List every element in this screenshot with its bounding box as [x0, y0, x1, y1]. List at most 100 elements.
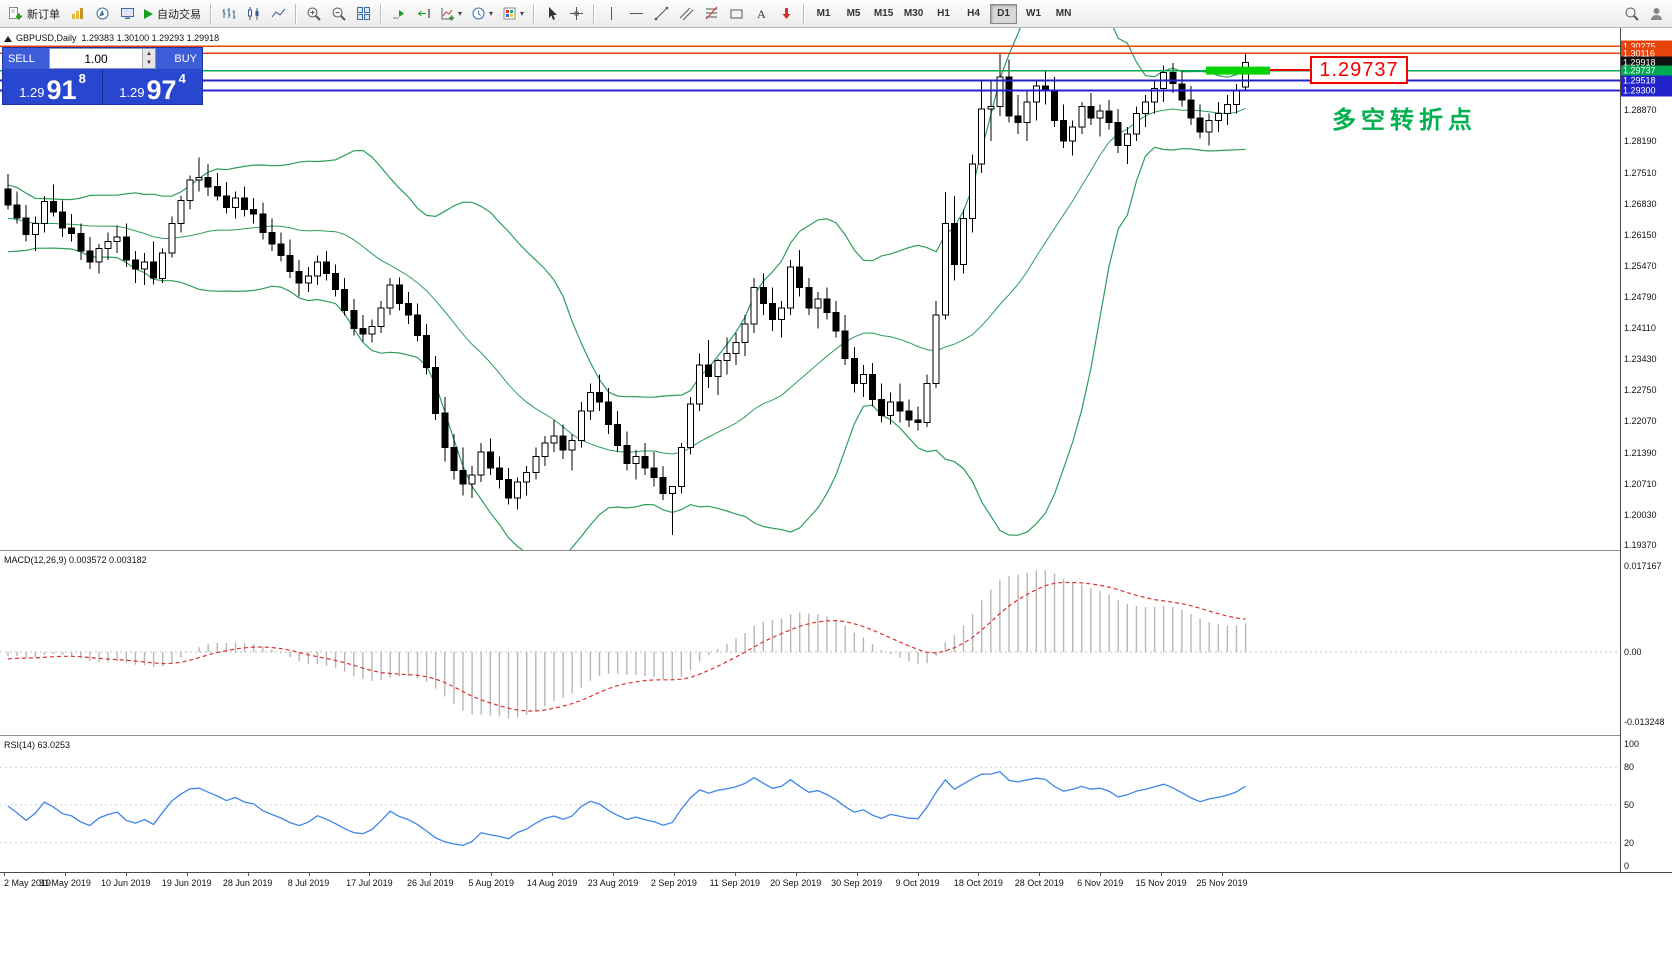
pane-splitter[interactable]	[0, 550, 1672, 551]
chart-shift-button[interactable]	[411, 2, 435, 25]
candle-body	[841, 330, 849, 359]
indicators-button[interactable]: ▾	[436, 2, 466, 25]
rsi-canvas[interactable]	[0, 736, 1620, 872]
bar-chart-button[interactable]	[216, 2, 240, 25]
auto-trading-button[interactable]: 自动交易	[140, 2, 205, 25]
candle-body	[541, 442, 549, 458]
candle-body	[1005, 76, 1013, 117]
horizontal-line-icon	[629, 13, 643, 14]
auto-scroll-button[interactable]	[386, 2, 410, 25]
periods-button[interactable]: ▾	[467, 2, 497, 25]
candle-body	[13, 204, 21, 219]
candle-body	[468, 474, 476, 485]
zoom-out-button[interactable]	[326, 2, 350, 25]
timeframe-m1-button[interactable]: M1	[810, 4, 837, 24]
candle-body	[1051, 90, 1058, 121]
candle-body	[932, 314, 940, 384]
candle-body	[832, 312, 840, 332]
buy-button[interactable]: BUY	[156, 48, 202, 69]
new-order-button[interactable]: 新订单	[4, 2, 64, 25]
annotation-text[interactable]: 多空转折点	[1332, 107, 1477, 134]
zoom-in-button[interactable]	[301, 2, 325, 25]
pane-splitter[interactable]	[0, 735, 1672, 736]
time-axis-tick	[125, 873, 127, 876]
timeframe-h1-button[interactable]: H1	[930, 4, 957, 24]
text-tool-button[interactable]: A	[749, 2, 773, 25]
sell-button[interactable]: SELL	[3, 48, 49, 69]
price-axis[interactable]: 1.28870 1.28190 1.27510 1.26830 1.26150 1.254…	[1620, 28, 1672, 872]
timeframe-w1-button[interactable]: W1	[1020, 4, 1047, 24]
cursor-button[interactable]	[539, 2, 563, 25]
candle-body	[486, 451, 494, 469]
volume-increase-button[interactable]: ▲	[143, 49, 155, 59]
candle-body	[577, 410, 585, 442]
volume-decrease-button[interactable]: ▼	[143, 58, 155, 68]
new-order-icon	[9, 7, 22, 20]
candle-body	[568, 440, 576, 451]
tile-windows-button[interactable]	[351, 2, 375, 25]
trendline-button[interactable]	[649, 2, 673, 25]
equidistant-channel-button[interactable]	[674, 2, 698, 25]
candle-body	[623, 444, 631, 465]
candle-body	[759, 286, 767, 304]
time-axis-label: 28 Oct 2019	[1014, 878, 1064, 888]
market-watch-button[interactable]	[65, 2, 89, 25]
candle-body	[1114, 122, 1122, 146]
buy-price-button[interactable]: 1.29 97 4	[103, 69, 202, 105]
candle-body	[22, 217, 30, 236]
timeframe-d1-button[interactable]: D1	[990, 3, 1018, 24]
candle-body	[286, 254, 294, 272]
time-axis-tick	[917, 873, 919, 876]
line-chart-button[interactable]	[266, 2, 290, 25]
arrows-tool-button[interactable]	[774, 2, 798, 25]
timeframe-m30-button[interactable]: M30	[900, 4, 927, 24]
candle-body	[31, 222, 39, 236]
time-axis-label: 23 Aug 2019	[587, 878, 639, 888]
price-tag: 1.30116	[1621, 47, 1672, 59]
terminal-button[interactable]	[115, 2, 139, 25]
candle-body	[859, 373, 867, 384]
candle-body	[359, 328, 367, 335]
fibonacci-button[interactable]	[699, 2, 723, 25]
price-axis-label: 1.20030	[1624, 509, 1657, 520]
horizontal-line-button[interactable]	[624, 2, 648, 25]
volume-input[interactable]: 1.00	[84, 51, 108, 66]
timeframe-mn-button[interactable]: MN	[1050, 4, 1077, 24]
crosshair-button[interactable]	[564, 2, 588, 25]
search-button[interactable]	[1619, 2, 1643, 25]
community-button[interactable]	[1644, 2, 1668, 25]
dropdown-caret-icon: ▾	[520, 9, 525, 18]
candle-body	[341, 289, 349, 311]
time-axis-label: 17 Jul 2019	[346, 878, 393, 888]
timeframe-h4-button[interactable]: H4	[960, 4, 987, 24]
templates-icon	[503, 7, 516, 20]
candlestick-chart-button[interactable]	[241, 2, 265, 25]
candle-body	[1069, 126, 1077, 142]
price-callout-label[interactable]: 1.29737	[1310, 56, 1408, 84]
vertical-line-button[interactable]	[599, 2, 623, 25]
price-chart-canvas[interactable]	[0, 28, 1620, 550]
one-click-panel-toggle[interactable]	[4, 36, 12, 42]
timeframe-m15-button[interactable]: M15	[870, 4, 897, 24]
sell-price-button[interactable]: 1.29 91 8	[3, 69, 102, 105]
price-axis-label: 1.27510	[1624, 167, 1657, 178]
price-axis-label: 1.28870	[1624, 105, 1657, 116]
shapes-button[interactable]	[724, 2, 748, 25]
price-axis-label: 1.26830	[1624, 198, 1657, 209]
auto-scroll-icon	[392, 10, 404, 19]
macd-canvas[interactable]	[0, 551, 1620, 735]
candle-body	[386, 284, 394, 309]
candle-body	[605, 401, 613, 426]
candle-body	[714, 360, 722, 378]
templates-button[interactable]: ▾	[498, 2, 528, 25]
candle-body	[1223, 103, 1231, 115]
timeframe-m5-button[interactable]: M5	[840, 4, 867, 24]
candle-body	[95, 248, 103, 263]
time-axis[interactable]: 2 May 2019 31 May 2019 10 Jun 2019 19 Jun 2…	[0, 872, 1672, 898]
candle-body	[77, 232, 85, 252]
candle-body	[104, 241, 112, 250]
navigator-button[interactable]	[90, 2, 114, 25]
macd-signal-line	[7, 581, 1246, 712]
time-axis-tick	[1161, 873, 1163, 876]
time-axis-label: 6 Nov 2019	[1077, 878, 1124, 888]
